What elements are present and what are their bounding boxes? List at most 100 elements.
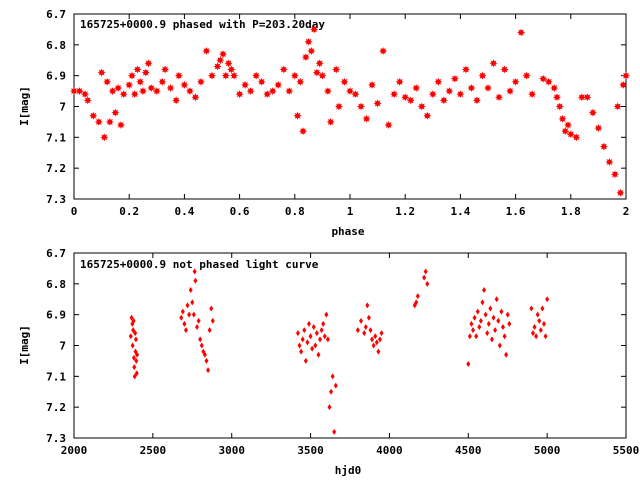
data-point — [334, 102, 343, 111]
data-point — [417, 102, 426, 111]
data-point — [100, 133, 109, 142]
data-point — [517, 28, 526, 37]
data-point — [379, 47, 388, 55]
data-point — [329, 388, 334, 395]
x-axis-label: hjd0 — [335, 464, 362, 477]
x-tick-label: 0.4 — [174, 205, 194, 218]
data-point — [428, 90, 437, 99]
data-point — [208, 71, 216, 80]
phased-light-curve-panel: 165725+0000.9 phased with P=203.20day ph… — [18, 8, 630, 238]
data-point — [133, 65, 142, 74]
data-point — [401, 93, 410, 102]
data-point — [619, 80, 628, 89]
data-point — [103, 77, 112, 86]
data-point — [319, 327, 324, 334]
data-point — [333, 382, 338, 389]
data-point — [199, 342, 204, 349]
y-tick-label: 7.1 — [46, 370, 66, 383]
data-point — [362, 114, 371, 123]
data-point — [202, 47, 211, 55]
y-tick-label: 7.3 — [46, 193, 66, 206]
data-point — [616, 188, 625, 197]
data-point — [504, 351, 509, 358]
data-point — [373, 99, 382, 108]
data-point — [332, 65, 341, 74]
y-tick-label: 7.2 — [46, 162, 66, 175]
data-point — [327, 404, 332, 411]
data-point — [610, 170, 619, 179]
data-point — [210, 317, 215, 324]
x-tick-label: 4500 — [455, 444, 482, 457]
y-tick-label: 6.8 — [46, 39, 66, 52]
data-point — [183, 327, 188, 334]
data-point — [311, 324, 316, 330]
data-point — [507, 320, 512, 327]
data-point — [326, 117, 335, 126]
data-point — [539, 74, 548, 83]
data-point — [207, 327, 212, 334]
data-point — [478, 317, 483, 324]
data-point — [119, 90, 128, 99]
data-point — [70, 87, 78, 96]
data-point — [373, 333, 378, 340]
data-point — [605, 158, 614, 166]
x-tick-label: 3500 — [297, 444, 324, 457]
data-point — [318, 336, 323, 343]
data-point — [544, 77, 553, 86]
y-tick-label: 7.2 — [46, 401, 66, 414]
y-tick-label: 6.9 — [46, 70, 66, 83]
data-point — [192, 268, 197, 275]
x-tick-label: 1.2 — [395, 205, 415, 218]
data-point — [180, 80, 189, 89]
x-tick-label: 2500 — [140, 444, 167, 457]
data-point — [555, 102, 564, 111]
data-point — [310, 345, 315, 352]
data-point — [318, 71, 327, 80]
data-point — [497, 342, 502, 349]
data-point — [466, 361, 471, 367]
data-point — [500, 324, 505, 330]
data-point — [541, 320, 546, 327]
data-point — [116, 121, 125, 129]
data-point — [475, 308, 480, 315]
x-tick-label: 1.8 — [561, 205, 581, 218]
data-point — [131, 354, 136, 361]
data-point — [295, 330, 300, 337]
data-point — [384, 121, 393, 129]
data-point — [550, 84, 559, 92]
data-point — [505, 311, 510, 318]
data-point — [307, 47, 316, 55]
data-point — [127, 71, 136, 80]
data-point — [471, 327, 476, 334]
data-point — [482, 287, 487, 293]
data-point — [299, 348, 304, 355]
data-point — [488, 305, 493, 312]
data-point — [139, 87, 147, 96]
data-point — [545, 296, 550, 303]
data-point — [325, 336, 330, 343]
data-point — [128, 333, 133, 340]
data-point — [489, 59, 498, 68]
data-point — [315, 59, 324, 68]
data-point — [461, 65, 470, 74]
y-tick-label: 6.8 — [46, 278, 66, 291]
data-point — [561, 127, 570, 136]
data-point — [359, 317, 364, 324]
data-point — [81, 90, 90, 99]
data-point — [355, 327, 360, 334]
data-point — [125, 80, 134, 89]
data-point — [390, 90, 399, 99]
data-point — [108, 87, 117, 96]
data-point — [330, 373, 335, 380]
data-point — [534, 333, 539, 340]
x-tick-label: 3000 — [218, 444, 245, 457]
data-point — [622, 71, 630, 80]
data-point — [290, 71, 299, 80]
data-point — [553, 93, 561, 102]
data-point — [301, 53, 310, 62]
data-point — [313, 342, 318, 349]
data-point — [529, 305, 534, 312]
data-point — [474, 333, 479, 340]
data-point — [538, 327, 543, 334]
x-tick-group: 2000 2500 3000 3500 4000 4500 5000 5500 — [61, 253, 639, 457]
